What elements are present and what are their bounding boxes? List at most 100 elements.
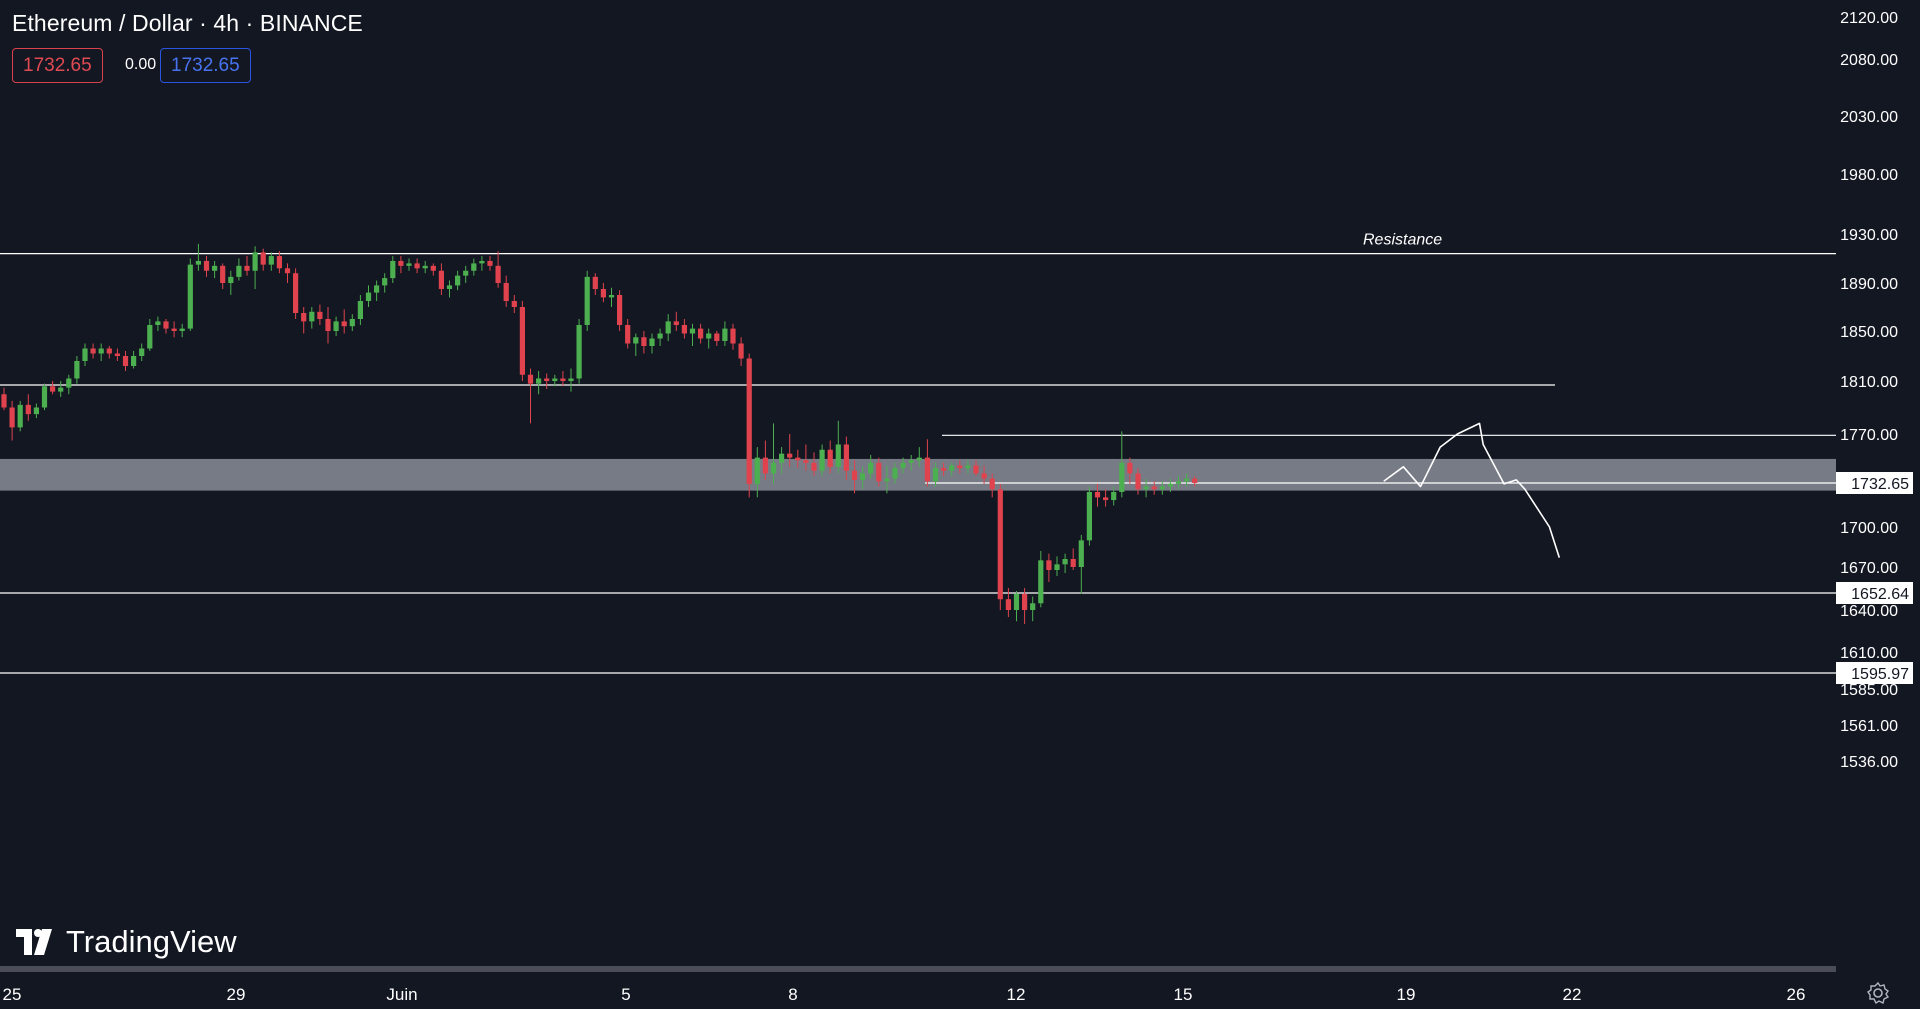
- settings-gear-icon[interactable]: [1866, 981, 1890, 1005]
- candle[interactable]: [779, 447, 785, 474]
- price-label[interactable]: 1732.65: [1836, 472, 1913, 494]
- candle[interactable]: [357, 295, 363, 325]
- candle[interactable]: [584, 270, 590, 331]
- candle[interactable]: [989, 473, 995, 498]
- candle[interactable]: [98, 343, 104, 362]
- candle[interactable]: [1111, 486, 1117, 506]
- candle[interactable]: [641, 331, 647, 354]
- candle[interactable]: [25, 394, 31, 421]
- candle[interactable]: [1054, 556, 1060, 576]
- candle[interactable]: [851, 460, 858, 494]
- candle[interactable]: [657, 328, 663, 346]
- candle[interactable]: [730, 323, 736, 350]
- candle[interactable]: [244, 256, 250, 276]
- candle[interactable]: [738, 337, 744, 366]
- candle[interactable]: [932, 462, 939, 487]
- candle[interactable]: [114, 348, 120, 362]
- candle[interactable]: [268, 252, 274, 271]
- candle[interactable]: [795, 449, 801, 469]
- candle[interactable]: [625, 319, 631, 349]
- candle[interactable]: [1030, 596, 1036, 622]
- candle[interactable]: [941, 462, 947, 476]
- candle[interactable]: [1192, 475, 1198, 487]
- candle[interactable]: [762, 440, 768, 480]
- candle[interactable]: [511, 295, 517, 313]
- candle[interactable]: [633, 333, 639, 357]
- candle[interactable]: [746, 353, 752, 498]
- candle[interactable]: [155, 316, 161, 331]
- price-label[interactable]: 1652.64: [1836, 582, 1913, 604]
- candle[interactable]: [1046, 553, 1052, 582]
- candle[interactable]: [787, 434, 793, 467]
- candle[interactable]: [446, 280, 453, 298]
- candle[interactable]: [463, 265, 469, 283]
- candle[interactable]: [665, 314, 671, 341]
- candle[interactable]: [398, 256, 404, 274]
- candle[interactable]: [374, 280, 380, 301]
- candle[interactable]: [106, 346, 112, 359]
- candle[interactable]: [592, 273, 598, 295]
- candle[interactable]: [422, 260, 428, 274]
- candle[interactable]: [9, 400, 15, 441]
- candle[interactable]: [1143, 478, 1149, 498]
- candle[interactable]: [900, 457, 906, 474]
- candle[interactable]: [536, 371, 542, 395]
- candle[interactable]: [203, 256, 210, 277]
- candle[interactable]: [455, 270, 461, 291]
- candle[interactable]: [212, 260, 218, 279]
- candle[interactable]: [1062, 553, 1068, 573]
- candle[interactable]: [560, 371, 566, 387]
- candle[interactable]: [471, 258, 477, 276]
- candle[interactable]: [576, 319, 582, 384]
- candle[interactable]: [406, 258, 412, 271]
- candle[interactable]: [617, 290, 623, 331]
- candle[interactable]: [681, 319, 687, 339]
- candle[interactable]: [390, 256, 396, 283]
- candle[interactable]: [1086, 486, 1092, 546]
- candle[interactable]: [365, 285, 372, 307]
- candle[interactable]: [495, 251, 501, 288]
- price-axis[interactable]: 2120.00 2080.00 2030.00 1980.00 1930.00 1890.…: [1836, 10, 1913, 771]
- candle[interactable]: [949, 462, 955, 476]
- candle[interactable]: [301, 307, 307, 334]
- price-label[interactable]: 1595.97: [1836, 662, 1913, 684]
- candle[interactable]: [341, 309, 347, 334]
- candle[interactable]: [276, 251, 282, 274]
- candle[interactable]: [33, 403, 39, 419]
- candle[interactable]: [811, 452, 817, 476]
- candle[interactable]: [1119, 431, 1125, 498]
- candle[interactable]: [884, 465, 890, 494]
- candle[interactable]: [228, 270, 234, 295]
- candle[interactable]: [1151, 481, 1157, 495]
- candle[interactable]: [973, 460, 979, 476]
- candle[interactable]: [220, 263, 226, 289]
- candle[interactable]: [325, 307, 331, 344]
- candle[interactable]: [1013, 590, 1020, 622]
- candle[interactable]: [309, 307, 315, 329]
- candle[interactable]: [414, 258, 420, 274]
- candle[interactable]: [706, 328, 712, 349]
- candle[interactable]: [252, 246, 258, 289]
- candle[interactable]: [131, 351, 137, 369]
- candle[interactable]: [1078, 535, 1084, 594]
- candle[interactable]: [479, 256, 485, 271]
- candle[interactable]: [260, 248, 266, 271]
- candle[interactable]: [487, 256, 493, 271]
- candle[interactable]: [803, 444, 809, 471]
- candle[interactable]: [544, 373, 550, 389]
- horizontal-scrollbar[interactable]: [0, 966, 1836, 972]
- candle[interactable]: [1022, 587, 1028, 624]
- candle[interactable]: [382, 273, 388, 293]
- candle[interactable]: [714, 331, 720, 346]
- candle[interactable]: [349, 314, 355, 331]
- candle[interactable]: [819, 444, 825, 476]
- candle[interactable]: [924, 439, 930, 487]
- candle[interactable]: [649, 333, 655, 354]
- candle[interactable]: [90, 343, 96, 359]
- time-axis[interactable]: 25 29 Juin 5 8 12 15 19 22 26: [3, 985, 1806, 1004]
- candle[interactable]: [519, 301, 525, 381]
- candle[interactable]: [1038, 551, 1044, 608]
- candle[interactable]: [860, 466, 866, 490]
- buy-price-button[interactable]: 1732.65: [160, 48, 251, 83]
- candle[interactable]: [1070, 548, 1076, 570]
